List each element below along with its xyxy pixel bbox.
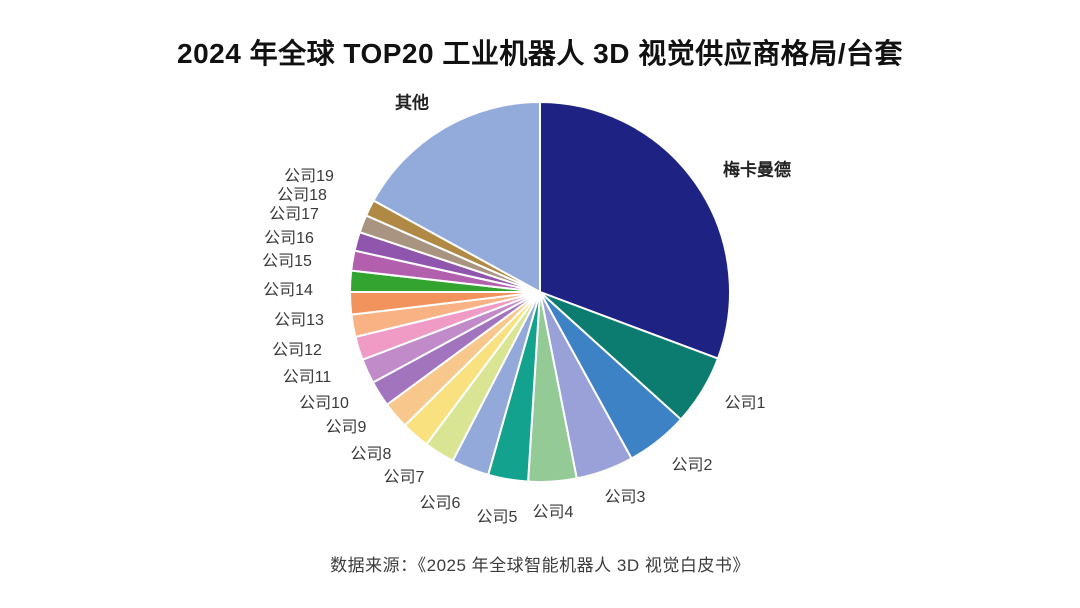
slice-label-公司13: 公司13 <box>274 312 324 329</box>
slice-label-公司1: 公司1 <box>724 395 766 412</box>
slice-label-公司7: 公司7 <box>383 469 425 486</box>
pie-slice-梅卡曼德 <box>539 101 731 360</box>
slice-label-其他: 其他 <box>395 93 429 113</box>
slice-label-公司17: 公司17 <box>269 206 319 223</box>
slice-label-公司8: 公司8 <box>350 446 392 463</box>
slice-label-公司2: 公司2 <box>671 457 713 474</box>
slice-label-公司10: 公司10 <box>299 395 349 412</box>
slice-label-公司16: 公司16 <box>264 230 314 247</box>
slice-label-公司18: 公司18 <box>277 187 327 204</box>
slice-label-公司5: 公司5 <box>476 509 518 526</box>
slice-label-公司14: 公司14 <box>263 282 313 299</box>
pie-slice-其他 <box>372 101 541 293</box>
source-note: 数据来源：《2025 年全球智能机器人 3D 视觉白皮书》 <box>330 556 750 575</box>
slice-label-公司3: 公司3 <box>604 489 646 506</box>
slice-label-公司9: 公司9 <box>325 419 367 436</box>
slice-label-梅卡曼德: 梅卡曼德 <box>723 160 791 180</box>
slice-label-公司4: 公司4 <box>532 504 574 521</box>
slice-label-公司19: 公司19 <box>284 168 334 185</box>
slice-label-公司12: 公司12 <box>272 342 322 359</box>
chart-title: 2024 年全球 TOP20 工业机器人 3D 视觉供应商格局/台套 <box>177 38 903 69</box>
slice-label-公司11: 公司11 <box>282 369 332 386</box>
slice-label-公司6: 公司6 <box>419 495 461 512</box>
slice-label-公司15: 公司15 <box>262 253 312 270</box>
